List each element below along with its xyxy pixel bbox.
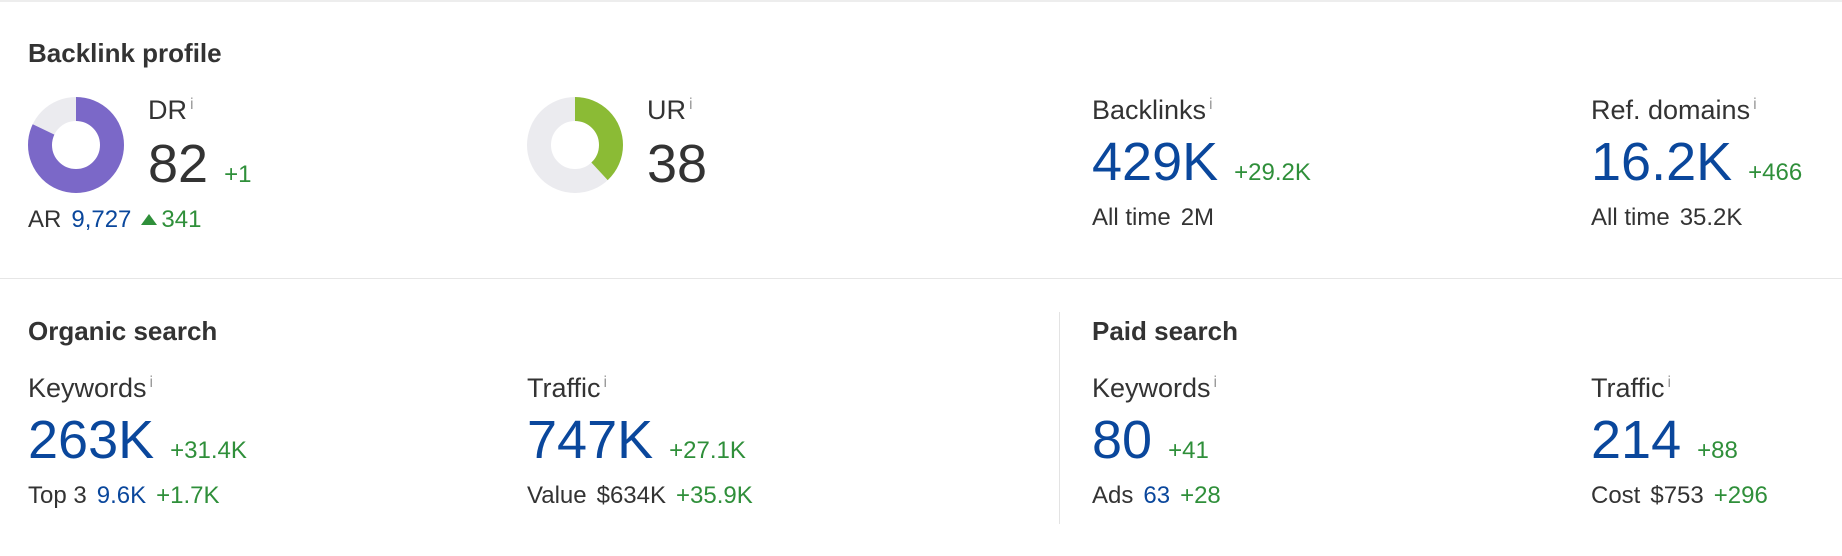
paid-ads-value[interactable]: 63 — [1143, 482, 1171, 509]
paid-ads-delta: +28 — [1180, 482, 1221, 509]
ar-label: AR — [28, 206, 62, 233]
up-triangle-icon — [141, 214, 158, 225]
ref-domains-all-time-label: All time — [1591, 204, 1670, 231]
paid-traffic-label: Traffic — [1591, 373, 1665, 403]
organic-traffic-metric: Traffic i 747K +27.1K Value $634K +35.9K — [527, 373, 753, 510]
paid-cost-value: $753 — [1650, 482, 1704, 509]
paid-traffic-delta: +88 — [1697, 437, 1738, 464]
organic-keywords-label: Keywords — [28, 373, 147, 403]
dr-delta: +1 — [224, 161, 252, 188]
ar-value[interactable]: 9,727 — [71, 206, 132, 233]
paid-ads-label: Ads — [1092, 482, 1134, 509]
vertical-divider — [1059, 312, 1060, 524]
paid-cost-label: Cost — [1591, 482, 1641, 509]
organic-top3-delta: +1.7K — [156, 482, 220, 509]
ur-donut-chart — [527, 97, 623, 193]
backlinks-all-time-label: All time — [1092, 204, 1171, 231]
organic-keywords-metric: Keywords i 263K +31.4K Top 3 9.6K +1.7K — [28, 373, 247, 510]
ur-label: UR — [647, 95, 686, 125]
dr-label: DR — [148, 95, 187, 125]
backlinks-metric: Backlinks i 429K +29.2K All time 2M — [1092, 95, 1311, 232]
paid-search-title: Paid search — [1092, 316, 1238, 346]
backlinks-delta: +29.2K — [1234, 159, 1311, 186]
organic-traffic-value[interactable]: 747K — [527, 410, 654, 470]
dr-donut-fill — [28, 97, 124, 193]
ref-domains-value[interactable]: 16.2K — [1591, 132, 1733, 192]
paid-keywords-delta: +41 — [1168, 437, 1209, 464]
paid-keywords-metric: Keywords i 80 +41 Ads 63 +28 — [1092, 373, 1221, 510]
organic-top3-label: Top 3 — [28, 482, 87, 509]
organic-top3-value[interactable]: 9.6K — [96, 482, 147, 509]
backlink-profile-title: Backlink profile — [28, 38, 222, 68]
dr-metric: DR i 82 +1 — [148, 95, 251, 194]
ar-row: AR 9,727 341 — [28, 206, 201, 234]
ur-donut-fill — [527, 97, 623, 193]
organic-keywords-value[interactable]: 263K — [28, 410, 155, 470]
dr-value: 82 — [148, 134, 209, 194]
organic-keywords-info-icon[interactable]: i — [149, 373, 154, 391]
paid-traffic-info-icon[interactable]: i — [1667, 373, 1672, 391]
paid-traffic-metric: Traffic i 214 +88 Cost $753 +296 — [1591, 373, 1768, 510]
paid-cost-delta: +296 — [1713, 482, 1768, 509]
ref-domains-delta: +466 — [1748, 159, 1803, 186]
dr-info-icon[interactable]: i — [190, 95, 194, 113]
ur-metric: UR i 38 — [647, 95, 707, 194]
paid-keywords-label: Keywords — [1092, 373, 1211, 403]
organic-keywords-delta: +31.4K — [170, 437, 247, 464]
backlinks-info-icon[interactable]: i — [1209, 95, 1213, 113]
top-border — [0, 0, 1842, 2]
organic-traffic-label: Traffic — [527, 373, 601, 403]
ur-info-icon[interactable]: i — [689, 95, 693, 113]
section-divider — [0, 278, 1842, 279]
ref-domains-all-time-value: 35.2K — [1679, 204, 1743, 231]
ur-value: 38 — [647, 134, 708, 194]
backlinks-label: Backlinks — [1092, 95, 1207, 125]
ref-domains-metric: Ref. domains i 16.2K +466 All time 35.2K — [1591, 95, 1802, 232]
ar-delta: 341 — [161, 206, 202, 233]
organic-traffic-info-icon[interactable]: i — [603, 373, 608, 391]
organic-search-title: Organic search — [28, 316, 218, 346]
paid-traffic-value[interactable]: 214 — [1591, 410, 1682, 470]
organic-traffic-delta: +27.1K — [669, 437, 746, 464]
backlinks-value[interactable]: 429K — [1092, 132, 1219, 192]
ref-domains-info-icon[interactable]: i — [1753, 95, 1757, 113]
organic-value-label: Value — [527, 482, 587, 509]
dr-donut-chart — [28, 97, 124, 193]
paid-keywords-value[interactable]: 80 — [1092, 410, 1153, 470]
organic-value-delta: +35.9K — [676, 482, 753, 509]
ref-domains-label: Ref. domains — [1591, 95, 1751, 125]
organic-value-value: $634K — [596, 482, 667, 509]
paid-keywords-info-icon[interactable]: i — [1213, 373, 1218, 391]
backlinks-all-time-value: 2M — [1180, 204, 1215, 231]
